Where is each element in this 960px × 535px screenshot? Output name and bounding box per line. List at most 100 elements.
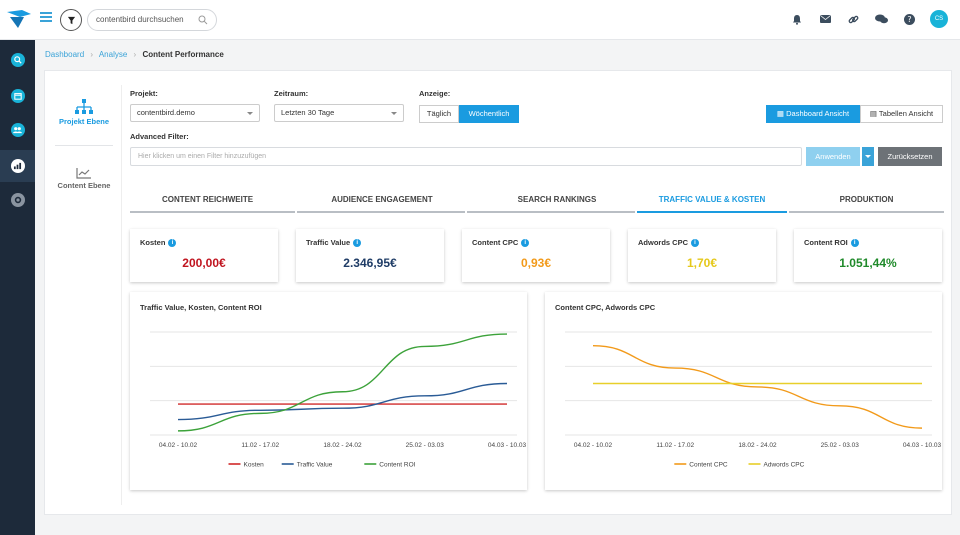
zeitraum-label: Zeitraum: xyxy=(274,89,309,98)
svg-text:?: ? xyxy=(907,15,911,24)
x-tick-label: 25.02 - 03.03 xyxy=(821,442,860,449)
kpi-card-content-roi: Content ROI i 1.051,44% xyxy=(794,229,942,282)
kpi-card-adwords-cpc: Adwords CPC i 1,70€ xyxy=(628,229,776,282)
legend-label[interactable]: Content CPC xyxy=(689,462,728,469)
trend-chart-icon xyxy=(76,168,91,179)
mail-icon[interactable] xyxy=(818,12,832,26)
reset-button[interactable]: Zurücksetzen xyxy=(878,147,942,166)
sidebar xyxy=(0,40,35,535)
main-panel: Projekt Ebene Content Ebene Projekt: con… xyxy=(44,70,952,515)
chart-cpc: Content CPC, Adwords CPC 04.02 - 10.02 11… xyxy=(545,292,942,490)
kpi-card-content-cpc: Content CPC i 0,93€ xyxy=(462,229,610,282)
kpi-label: Kosten xyxy=(140,238,166,247)
kpi-label: Content ROI xyxy=(804,238,848,247)
search-input-text: contentbird durchsuchen xyxy=(96,15,184,24)
top-bar: contentbird durchsuchen ? CS xyxy=(0,0,960,40)
apply-dropdown-button[interactable] xyxy=(862,147,874,166)
table-icon: ▤ xyxy=(869,109,877,118)
anzeige-taeglich[interactable]: Täglich xyxy=(419,105,459,123)
level-content-label: Content Ebene xyxy=(57,181,111,190)
vertical-divider xyxy=(121,85,122,505)
contentbird-logo[interactable] xyxy=(6,8,32,30)
level-divider xyxy=(55,145,113,146)
series-line-content-roi[interactable] xyxy=(177,333,508,432)
info-icon[interactable]: i xyxy=(168,238,177,247)
gear-icon xyxy=(10,193,25,207)
user-avatar[interactable]: CS xyxy=(930,10,948,28)
legend-label[interactable]: Content ROI xyxy=(379,462,415,469)
advanced-filter-label: Advanced Filter: xyxy=(130,132,189,141)
chart-traffic-value: Traffic Value, Kosten, Content ROI 04.02… xyxy=(130,292,527,490)
kpi-value: 0,93€ xyxy=(520,256,552,270)
hierarchy-icon xyxy=(75,99,93,114)
breadcrumb-dashboard[interactable]: Dashboard xyxy=(45,50,85,59)
level-content[interactable]: Content Ebene xyxy=(53,167,115,190)
tab-underline xyxy=(789,211,944,213)
advanced-filter-input[interactable]: Hier klicken um einen Filter hinzuzufüge… xyxy=(130,147,802,166)
kpi-value: 1,70€ xyxy=(686,256,718,270)
line-chart-cpc: 04.02 - 10.02 11.02 - 17.02 18.02 - 24.02 2… xyxy=(565,331,942,469)
chevron-down-icon xyxy=(247,112,253,115)
chat-icon[interactable] xyxy=(874,12,888,26)
sidebar-item-search[interactable] xyxy=(0,48,35,72)
info-icon[interactable]: i xyxy=(850,238,859,247)
tab-traffic-value-kosten[interactable]: TRAFFIC VALUE & KOSTEN xyxy=(658,195,766,204)
legend-label[interactable]: Adwords CPC xyxy=(764,462,805,469)
series-line-traffic-value[interactable] xyxy=(177,382,508,421)
filter-icon[interactable] xyxy=(60,9,82,31)
sidebar-item-users[interactable] xyxy=(0,118,35,142)
kpi-value: 1.051,44% xyxy=(839,256,897,270)
x-tick-label: 11.02 - 17.02 xyxy=(656,442,694,449)
projekt-select-value: contentbird.demo xyxy=(137,108,195,117)
tab-content-reichweite[interactable]: CONTENT REICHWEITE xyxy=(161,195,254,204)
table-view-label: Tabellen Ansicht xyxy=(878,109,934,118)
info-icon[interactable]: i xyxy=(521,238,530,247)
x-tick-label: 11.02 - 17.02 xyxy=(241,442,279,449)
legend-label[interactable]: Traffic Value xyxy=(297,462,333,469)
table-view-button[interactable]: ▤ Tabellen Ansicht xyxy=(860,105,943,123)
search-icon xyxy=(10,53,25,67)
search-input[interactable]: contentbird durchsuchen xyxy=(87,9,217,31)
x-tick-label: 18.02 - 24.02 xyxy=(738,442,777,449)
anzeige-woechentlich[interactable]: Wöchentlich xyxy=(459,105,519,123)
users-icon xyxy=(10,123,25,137)
level-project[interactable]: Projekt Ebene xyxy=(53,99,115,126)
x-tick-label: 25.02 - 03.03 xyxy=(406,442,445,449)
tab-produktion[interactable]: PRODUKTION xyxy=(839,195,894,204)
sidebar-item-settings[interactable] xyxy=(0,188,35,212)
kpi-label: Adwords CPC xyxy=(638,238,689,247)
tab-underline xyxy=(467,211,635,213)
projekt-label: Projekt: xyxy=(130,89,158,98)
bell-icon[interactable] xyxy=(790,12,804,26)
help-icon[interactable]: ? xyxy=(902,12,916,26)
tab-underline xyxy=(130,211,295,213)
breadcrumb-analyse[interactable]: Analyse xyxy=(98,50,128,59)
series-line-content-cpc[interactable] xyxy=(592,345,923,429)
chart-title: Traffic Value, Kosten, Content ROI xyxy=(140,303,262,312)
info-icon[interactable]: i xyxy=(353,238,362,247)
search-icon[interactable] xyxy=(198,15,208,25)
x-tick-label: 04.02 - 10.02 xyxy=(159,442,198,449)
link-icon[interactable] xyxy=(846,12,860,26)
zeitraum-select-value: Letzten 30 Tage xyxy=(281,108,335,117)
tab-search-rankings[interactable]: SEARCH RANKINGS xyxy=(517,195,597,204)
tab-audience-engagement[interactable]: AUDIENCE ENGAGEMENT xyxy=(331,195,433,204)
dashboard-view-button[interactable]: ▦ Dashboard Ansicht xyxy=(766,105,860,123)
menu-toggle-icon[interactable] xyxy=(40,12,52,22)
x-tick-label: 18.02 - 24.02 xyxy=(323,442,362,449)
grid-icon: ▦ xyxy=(776,109,785,118)
kpi-label: Content CPC xyxy=(472,238,519,247)
chevron-down-icon xyxy=(391,112,397,115)
x-tick-label: 04.03 - 10.03 xyxy=(488,442,527,449)
projekt-select[interactable]: contentbird.demo xyxy=(130,104,260,122)
legend-label[interactable]: Kosten xyxy=(244,462,265,469)
sidebar-item-analytics[interactable] xyxy=(0,150,35,182)
info-icon[interactable]: i xyxy=(691,238,700,247)
sidebar-item-calendar[interactable] xyxy=(0,84,35,108)
zeitraum-select[interactable]: Letzten 30 Tage xyxy=(274,104,404,122)
anzeige-label: Anzeige: xyxy=(419,89,451,98)
apply-button[interactable]: Anwenden xyxy=(806,147,860,166)
level-project-label: Projekt Ebene xyxy=(58,117,110,126)
breadcrumb: Dashboard › Analyse › Content Performanc… xyxy=(45,50,224,59)
kpi-card-kosten: Kosten i 200,00€ xyxy=(130,229,278,282)
